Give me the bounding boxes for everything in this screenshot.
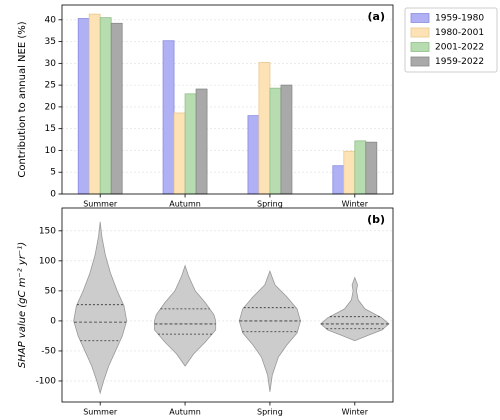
bar: [110, 22, 123, 195]
y-tick-label: 40: [45, 15, 57, 25]
y-tick-label: 30: [45, 59, 57, 69]
x-tick-label: Summer: [83, 200, 118, 209]
x-tick-label: Winter: [342, 200, 369, 209]
bar: [365, 141, 378, 195]
bar: [280, 84, 293, 195]
y-tick-label: 150: [39, 226, 56, 236]
bar: [184, 93, 197, 195]
y-tick-label: 15: [45, 124, 56, 134]
y-tick-label: 20: [45, 102, 57, 112]
plot-frame: [61, 4, 394, 195]
y-tick-label: 35: [45, 37, 56, 47]
bar: [269, 87, 282, 195]
bar: [77, 18, 90, 195]
x-tick-label: Autumn: [169, 200, 201, 209]
legend-swatch: [410, 13, 430, 23]
violin: [238, 269, 301, 392]
x-tick-label: Winter: [342, 408, 369, 417]
bar: [343, 150, 356, 195]
legend-swatch: [410, 56, 430, 67]
legend-swatch: [410, 27, 430, 38]
bar: [162, 40, 175, 195]
legend-swatch: [410, 42, 430, 52]
x-tick-label: Spring: [257, 408, 283, 417]
y-tick-label: 50: [45, 286, 57, 296]
bar: [88, 13, 101, 195]
bar: [99, 17, 112, 195]
y-axis-label: SHAP value (gC m⁻² yr⁻¹): [17, 242, 28, 368]
panel-label: (b): [367, 213, 385, 226]
bar: [195, 88, 208, 195]
violin: [320, 276, 390, 342]
x-tick-label: Summer: [83, 408, 118, 417]
y-tick-label: 25: [45, 81, 56, 91]
panel-label: (a): [368, 10, 385, 23]
x-tick-label: Spring: [257, 200, 283, 209]
y-tick-label: 100: [39, 256, 56, 266]
violin: [73, 221, 128, 395]
bar: [247, 115, 260, 195]
y-tick-label: 0: [50, 316, 56, 326]
violin: [154, 264, 217, 367]
legend-label: 2001-2022: [435, 43, 484, 53]
x-tick-label: Autumn: [169, 408, 201, 417]
y-tick-label: 0: [50, 190, 56, 200]
bar: [258, 62, 271, 195]
bar: [354, 140, 367, 195]
y-tick-label: -50: [41, 346, 56, 356]
legend-box: [404, 7, 498, 73]
legend-label: 1959-1980: [435, 14, 484, 24]
y-axis-label: Contribution to annual NEE (%): [17, 21, 28, 177]
y-tick-label: 5: [50, 168, 56, 178]
bar: [332, 165, 345, 195]
bar: [173, 112, 186, 195]
legend-label: 1959-2022: [435, 57, 484, 67]
y-tick-label: -100: [36, 376, 57, 386]
plot-frame: [61, 207, 394, 403]
y-tick-label: 10: [45, 146, 57, 156]
legend-label: 1980-2001: [435, 28, 484, 38]
